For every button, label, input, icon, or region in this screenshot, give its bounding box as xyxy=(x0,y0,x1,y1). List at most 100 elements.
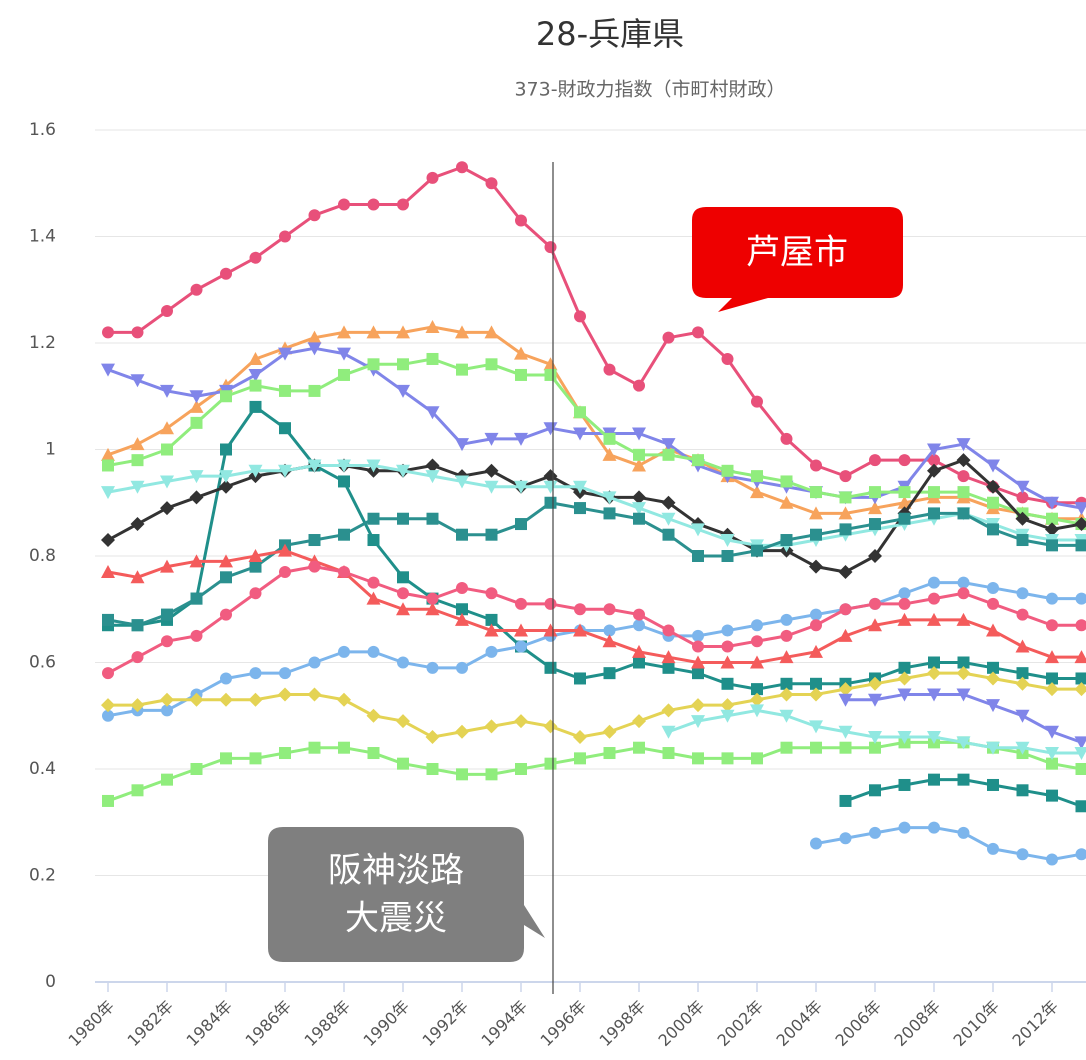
point xyxy=(543,469,558,484)
point xyxy=(219,470,233,484)
point xyxy=(279,422,291,435)
point xyxy=(544,241,557,254)
point xyxy=(455,325,469,339)
point xyxy=(1045,496,1059,510)
point xyxy=(249,251,262,264)
point xyxy=(1046,592,1058,605)
point xyxy=(956,736,971,750)
point xyxy=(810,459,822,472)
point xyxy=(1015,639,1030,653)
series xyxy=(101,543,1086,669)
point xyxy=(485,768,498,781)
point xyxy=(661,438,676,452)
point xyxy=(337,692,351,707)
point xyxy=(249,560,262,573)
point xyxy=(779,650,794,664)
point xyxy=(101,363,115,377)
point xyxy=(160,559,174,573)
point xyxy=(1046,619,1058,632)
point xyxy=(810,486,822,499)
y-tick-label: 0.4 xyxy=(29,759,56,779)
point xyxy=(750,485,764,499)
point xyxy=(838,682,853,697)
point xyxy=(957,587,970,600)
point xyxy=(130,480,145,494)
point xyxy=(721,677,734,690)
point xyxy=(956,666,971,681)
point xyxy=(1046,512,1058,525)
point xyxy=(220,267,232,280)
point xyxy=(1046,789,1058,802)
point xyxy=(956,612,971,626)
series-line xyxy=(107,458,1082,574)
point xyxy=(396,714,410,729)
series xyxy=(810,821,1086,866)
point xyxy=(927,731,941,745)
x-tick-label: 1994年 xyxy=(477,997,531,1051)
point xyxy=(632,714,646,729)
point xyxy=(278,347,292,361)
point xyxy=(898,454,911,467)
point xyxy=(456,363,468,376)
point xyxy=(987,581,999,594)
point xyxy=(779,709,794,723)
point xyxy=(898,778,911,791)
point xyxy=(131,784,144,797)
point xyxy=(662,747,675,760)
point xyxy=(190,592,203,605)
point xyxy=(396,602,410,616)
point xyxy=(898,597,911,610)
series xyxy=(102,736,1086,807)
point xyxy=(1074,747,1086,761)
point xyxy=(485,645,498,658)
point xyxy=(839,794,852,807)
point xyxy=(338,198,350,211)
point xyxy=(102,613,114,626)
callout: 芦屋市 xyxy=(692,207,903,312)
point xyxy=(396,325,410,339)
series-line xyxy=(107,740,1082,803)
point xyxy=(455,724,469,739)
point xyxy=(957,486,970,499)
series-line xyxy=(107,463,1082,547)
point xyxy=(692,667,704,680)
point xyxy=(869,826,881,839)
point xyxy=(661,703,676,718)
point xyxy=(839,832,852,845)
chart-title: 28-兵庫県 xyxy=(536,15,684,53)
point xyxy=(869,486,881,499)
point xyxy=(160,692,174,707)
callout-box xyxy=(268,827,545,962)
point xyxy=(543,623,558,637)
point xyxy=(130,374,145,388)
point xyxy=(397,757,409,770)
point xyxy=(514,346,528,360)
point xyxy=(602,491,617,505)
point xyxy=(603,603,616,616)
point xyxy=(337,459,351,473)
point xyxy=(396,464,410,478)
x-tick-label: 2004年 xyxy=(772,997,826,1051)
point xyxy=(1075,800,1086,813)
point xyxy=(338,475,350,488)
point xyxy=(190,763,203,775)
point xyxy=(927,666,941,681)
point xyxy=(1046,672,1058,685)
point xyxy=(1075,619,1086,632)
point xyxy=(308,560,321,573)
point xyxy=(130,698,145,713)
point xyxy=(130,570,145,584)
point xyxy=(425,458,440,473)
point xyxy=(160,475,174,489)
point xyxy=(1075,763,1086,775)
point xyxy=(1046,539,1058,552)
point xyxy=(189,554,204,568)
point xyxy=(397,571,409,584)
point xyxy=(484,463,499,478)
point xyxy=(515,518,527,531)
point xyxy=(248,549,263,562)
point xyxy=(928,592,940,605)
point xyxy=(897,731,912,745)
point xyxy=(691,715,705,729)
x-tick-label: 1982年 xyxy=(123,997,177,1051)
